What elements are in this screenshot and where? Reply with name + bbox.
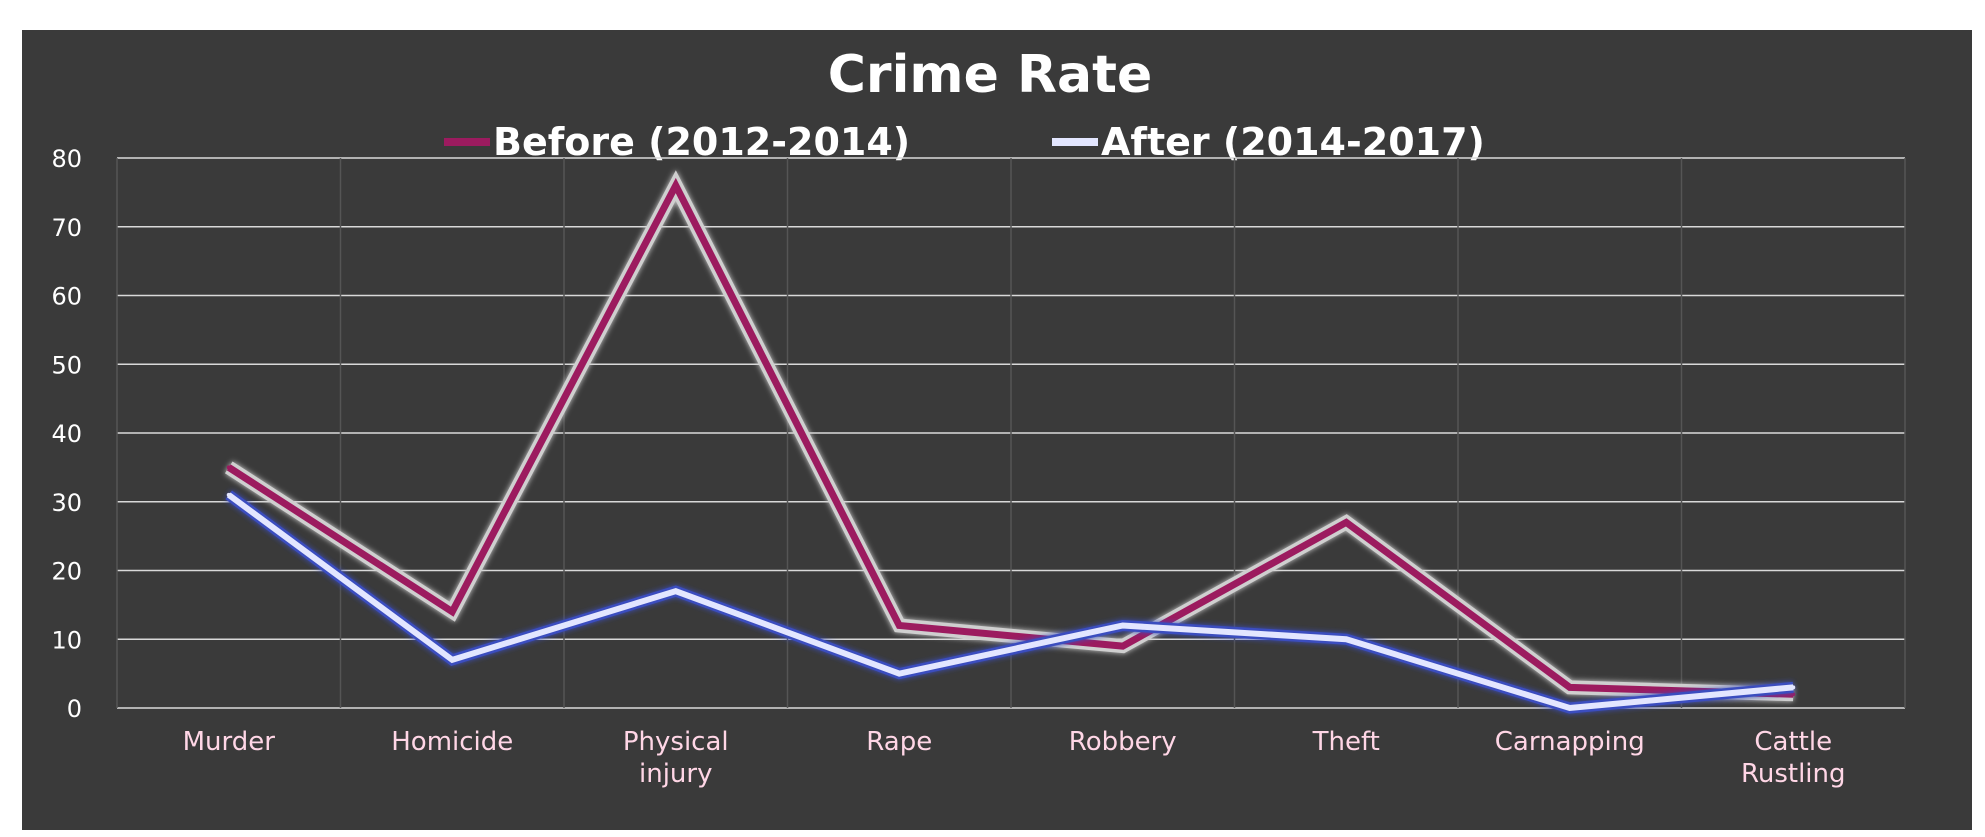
data-point bbox=[450, 657, 455, 662]
y-tick-label: 20 bbox=[51, 558, 82, 586]
legend-label-before: Before (2012-2014) bbox=[493, 120, 910, 164]
x-category-label: Robbery bbox=[1069, 727, 1177, 757]
y-tick-label: 10 bbox=[51, 626, 82, 654]
data-point bbox=[1567, 685, 1572, 690]
data-point bbox=[226, 465, 231, 470]
data-point bbox=[673, 183, 678, 188]
y-tick-label: 70 bbox=[51, 214, 82, 242]
data-point bbox=[1791, 692, 1796, 697]
data-point bbox=[673, 589, 678, 594]
data-point bbox=[1567, 706, 1572, 710]
grid bbox=[116, 157, 1906, 709]
y-tick-label: 0 bbox=[67, 695, 82, 723]
x-category-label: Theft bbox=[1312, 727, 1380, 757]
x-category-label: Cattle Rustling bbox=[1741, 727, 1846, 789]
x-category-label: Physical injury bbox=[623, 727, 729, 789]
x-axis-categories: Murder Homicide Physical injury Rape Robbery T… bbox=[183, 727, 1846, 789]
data-point bbox=[1344, 520, 1349, 525]
y-tick-label: 40 bbox=[51, 420, 82, 448]
x-category-label: Rape bbox=[866, 727, 932, 757]
legend: Before (2012-2014) After (2014-2017) bbox=[444, 120, 1485, 164]
y-tick-label: 50 bbox=[51, 351, 82, 379]
data-point bbox=[1120, 623, 1125, 628]
y-tick-label: 30 bbox=[51, 489, 82, 517]
y-tick-label: 80 bbox=[51, 145, 82, 173]
legend-label-after: After (2014-2017) bbox=[1101, 120, 1485, 164]
data-point bbox=[226, 492, 231, 497]
data-point bbox=[897, 623, 902, 628]
data-point bbox=[1791, 685, 1796, 690]
x-category-label: Carnapping bbox=[1495, 727, 1645, 757]
chart-title: Crime Rate bbox=[828, 45, 1152, 105]
x-category-label: Homicide bbox=[391, 727, 513, 757]
series-line bbox=[226, 177, 1794, 698]
data-point bbox=[897, 671, 902, 676]
y-tick-label: 60 bbox=[51, 283, 82, 311]
series-line bbox=[226, 492, 1794, 712]
y-axis-ticks: 0 10 20 30 40 50 60 70 80 bbox=[51, 145, 82, 723]
x-category-label: Murder bbox=[183, 727, 276, 757]
data-point bbox=[450, 609, 455, 614]
data-point bbox=[1120, 644, 1125, 649]
data-point bbox=[1344, 637, 1349, 642]
series-lines bbox=[224, 170, 1796, 714]
